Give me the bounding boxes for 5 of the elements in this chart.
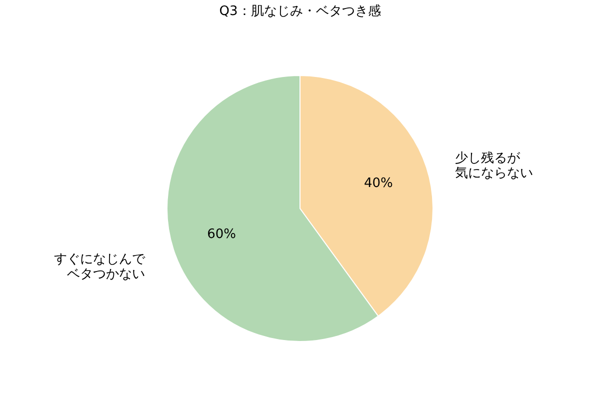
data-label: 40% (364, 176, 393, 192)
slice-label: 少し残るが気にならない (455, 151, 534, 182)
chart-title: Q3：肌なじみ・ベタつき感 (219, 4, 381, 19)
data-label: 60% (207, 226, 236, 242)
slice-label: すぐになじんでベタつかない (54, 252, 146, 282)
